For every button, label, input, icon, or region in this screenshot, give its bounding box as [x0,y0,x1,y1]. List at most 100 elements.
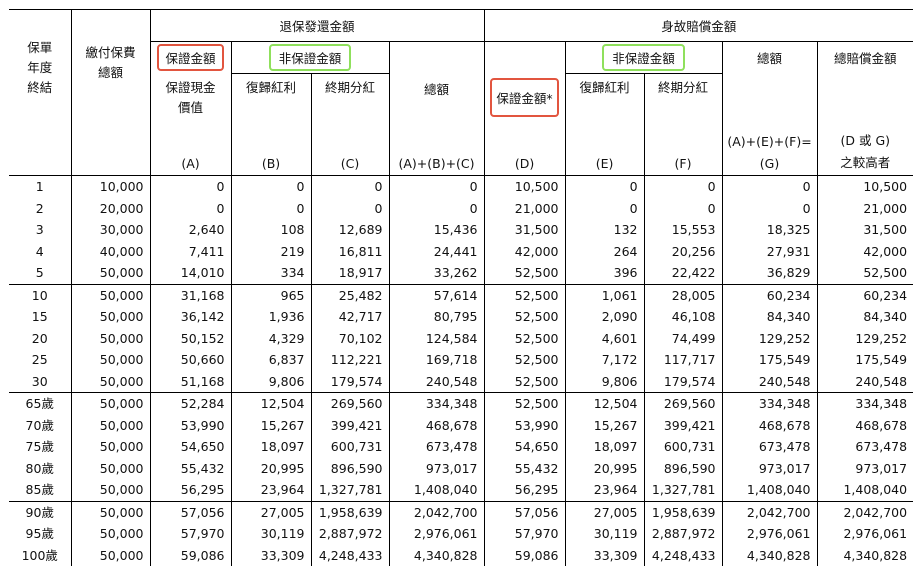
death-guaranteed-cell: 31,500 [483,219,566,241]
death-total-formula: (A)+(E)+(F)= [727,134,812,149]
death-reversionary-bonus-cell: 396 [564,262,645,284]
policy-year-line1: 保單 [27,39,53,55]
death-total-cell: 2,042,700 [721,500,818,523]
death-reversionary-bonus-label: 復歸紅利 [579,80,630,95]
death-guaranteed-cell: 52,500 [483,327,566,349]
policy-year-cell: 65歲 [9,392,71,415]
death-reversionary-bonus-cell: 132 [564,219,645,241]
death-guaranteed-cell: 52,500 [483,370,566,393]
cash-value-cell: 56,295 [149,479,231,501]
surrender-guaranteed-highlight: 保證金額 [157,44,224,72]
cash-value-cell: 50,660 [149,349,231,371]
table-row: 100歲 50,000 59,086 33,309 4,248,433 4,340,828… [9,544,914,566]
table-row: 3 30,000 2,640 108 12,689 15,436 31,500 132 15,5… [9,219,914,241]
terminal-dividend-cell: 896,590 [310,457,389,479]
cash-value-cell: 14,010 [149,262,231,284]
cash-value-line2: 價值 [177,99,203,115]
surrender-total-cell: 1,408,040 [388,479,485,501]
death-reversionary-bonus-cell: 7,172 [564,349,645,371]
surrender-total-cell: 334,348 [388,392,485,415]
total-claim-cell: 60,234 [816,283,914,306]
table-row: 90歲 50,000 57,056 27,005 1,958,639 2,042,700 5… [9,500,914,523]
table-row: 20 50,000 50,152 4,329 70,102 124,584 52,500 4,… [9,327,914,349]
premium-total-cell: 50,000 [70,436,150,458]
policy-year-line3: 終結 [27,79,53,95]
policy-year-cell: 4 [35,243,44,259]
death-non-guaranteed-highlight: 非保證金額 [602,44,685,71]
reversionary-bonus-cell: 4,329 [230,327,311,349]
death-total-cell: 36,829 [721,262,818,284]
premium-total-cell: 50,000 [70,306,150,328]
premium-line2: 總額 [97,64,123,80]
table-row: 65歲 50,000 52,284 12,504 269,560 334,348 52,50… [9,392,914,415]
death-guaranteed-cell: 52,500 [483,283,566,306]
death-guaranteed-cell: 57,056 [483,500,566,523]
death-total-cell: 673,478 [721,436,818,458]
surrender-total-cell: 124,584 [388,327,485,349]
total-claim-cell: 2,976,061 [816,523,914,545]
death-guaranteed-cell: 52,500 [483,349,566,371]
total-claim-cell: 10,500 [816,175,914,198]
reversionary-bonus-cell: 0 [230,175,311,198]
death-group-header: 身故賠償金額 [483,9,914,42]
premium-total-cell: 50,000 [70,523,150,545]
total-claim-cell: 21,000 [816,197,914,219]
death-terminal-dividend-cell: 28,005 [643,283,723,306]
reversionary-bonus-cell: 12,504 [230,392,311,415]
death-terminal-dividend-cell: 896,590 [643,457,723,479]
cash-value-cell: 54,650 [149,436,231,458]
death-total-cell: 84,340 [721,306,818,328]
death-guaranteed-cell: 52,500 [483,306,566,328]
terminal-dividend-cell: 4,248,433 [310,544,389,566]
cash-value-cell: 59,086 [149,544,231,566]
premium-total-cell: 20,000 [70,197,150,219]
reversionary-bonus-cell: 334 [230,262,311,284]
death-guaranteed-cell: 21,000 [483,197,566,219]
death-reversionary-bonus-cell: 12,504 [564,392,645,415]
surrender-total-header: 總額 (A)+(B)+(C) [388,41,485,176]
cash-value-cell: 7,411 [149,240,231,262]
terminal-dividend-cell: 2,887,972 [310,523,389,545]
terminal-dividend-cell: 16,811 [310,240,389,262]
table-row: 30 50,000 51,168 9,806 179,574 240,548 52,500 9… [9,370,914,393]
death-terminal-dividend-cell: 4,248,433 [643,544,723,566]
death-total-cell: 0 [721,175,818,198]
policy-year-cell: 3 [35,222,44,237]
death-reversionary-bonus-cell: 0 [564,197,645,219]
surrender-total-label: 總額 [424,81,450,97]
reversionary-bonus-cell: 18,097 [230,436,311,458]
premium-total-cell: 50,000 [70,370,150,393]
surrender-total-cell: 4,340,828 [388,544,485,566]
cash-value-line1: 保證現金 [165,79,216,95]
reversionary-bonus-cell: 33,309 [230,544,311,566]
table-row: 70歲 50,000 53,990 15,267 399,421 468,678 53,99… [9,414,914,436]
table-row: 10 50,000 31,168 965 25,482 57,614 52,500 1,061… [9,283,914,306]
policy-year-cell: 2 [35,200,44,216]
death-terminal-dividend-cell: 399,421 [643,414,723,436]
death-total-cell: 18,325 [721,219,818,241]
death-reversionary-bonus-cell: 9,806 [564,370,645,393]
death-reversionary-bonus-cell: 15,267 [564,414,645,436]
cash-value-cell: 0 [149,175,231,198]
policy-year-cell: 100歲 [21,547,58,563]
surrender-non-guaranteed-header: 非保證金額 [230,41,389,74]
cash-value-cell: 50,152 [149,327,231,349]
surrender-total-cell: 468,678 [388,414,485,436]
premium-total-cell: 50,000 [70,327,150,349]
death-guaranteed-header: 保證金額* (D) [483,41,566,176]
death-reversionary-bonus-cell: 23,964 [564,479,645,501]
terminal-dividend-cell: 25,482 [310,283,389,306]
policy-year-cell: 85歲 [25,482,54,497]
death-terminal-dividend-header: 終期分紅 (F) [643,73,723,176]
death-guaranteed-cell: 55,432 [483,457,566,479]
total-claim-cell: 673,478 [816,436,914,458]
premium-total-cell: 50,000 [70,479,150,501]
total-claim-cell: 973,017 [816,457,914,479]
death-reversionary-bonus-cell: 2,090 [564,306,645,328]
premium-total-cell: 50,000 [70,262,150,284]
terminal-dividend-cell: 0 [310,175,389,198]
table-row: 5 50,000 14,010 334 18,917 33,262 52,500 396 22,… [9,262,914,284]
table-row: 15 50,000 36,142 1,936 42,717 80,795 52,500 2,0… [9,306,914,328]
death-total-header: 總額 (A)+(E)+(F)= (G) [721,41,818,176]
death-reversionary-bonus-cell: 20,995 [564,457,645,479]
